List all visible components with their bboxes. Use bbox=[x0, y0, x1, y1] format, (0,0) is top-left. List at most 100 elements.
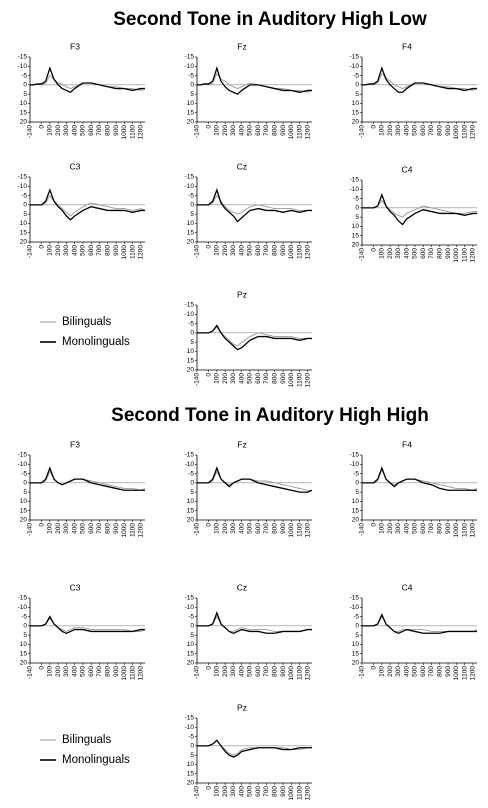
y-tick-label: 20 bbox=[187, 239, 195, 246]
y-tick-label: 5 bbox=[190, 632, 194, 639]
y-tick-label: -15 bbox=[18, 595, 28, 602]
x-tick-label: 0 bbox=[38, 245, 45, 249]
x-tick-label: 200 bbox=[387, 666, 394, 677]
chart-title: Fz bbox=[237, 41, 246, 51]
x-tick-label: 300 bbox=[395, 666, 402, 677]
x-tick-label: 1200 bbox=[305, 523, 312, 538]
y-tick-label: 10 bbox=[20, 100, 28, 107]
y-tick-label: -5 bbox=[21, 470, 27, 477]
y-tick-label: -5 bbox=[188, 470, 194, 477]
y-tick-label: 15 bbox=[352, 109, 360, 116]
y-tick-label: -5 bbox=[21, 72, 27, 79]
y-tick-label: -10 bbox=[18, 604, 28, 611]
x-tick-label: 900 bbox=[445, 523, 452, 534]
x-tick-label: 500 bbox=[412, 523, 419, 534]
x-tick-label: 600 bbox=[88, 523, 95, 534]
x-tick-label: 700 bbox=[263, 125, 270, 136]
y-tick-label: 15 bbox=[187, 650, 195, 657]
x-tick-label: 1100 bbox=[296, 666, 303, 680]
x-tick-label: -140 bbox=[27, 245, 34, 258]
x-tick-label: 600 bbox=[420, 523, 427, 534]
x-tick-label: 500 bbox=[80, 523, 87, 534]
y-tick-label: 0 bbox=[23, 82, 27, 89]
x-tick-label: 100 bbox=[47, 666, 54, 677]
x-tick-label: 800 bbox=[271, 125, 278, 136]
x-tick-label: 0 bbox=[205, 523, 212, 527]
x-tick-label: 500 bbox=[80, 125, 87, 136]
x-tick-label: 0 bbox=[370, 666, 377, 670]
y-tick-label: -15 bbox=[185, 174, 195, 181]
chart-title: Pz bbox=[237, 289, 247, 299]
chart-title: F4 bbox=[402, 439, 412, 449]
x-tick-label: 900 bbox=[445, 125, 452, 136]
y-tick-label: 10 bbox=[20, 220, 28, 227]
x-tick-label: 300 bbox=[395, 248, 402, 259]
chart-title: F4 bbox=[402, 41, 412, 51]
y-tick-label: 5 bbox=[355, 632, 359, 639]
y-tick-label: 15 bbox=[20, 109, 28, 116]
x-tick-label: -140 bbox=[359, 523, 366, 536]
y-tick-label: 20 bbox=[352, 119, 360, 126]
x-tick-label: 800 bbox=[271, 245, 278, 256]
x-tick-label: -140 bbox=[194, 786, 201, 799]
x-tick-label: 200 bbox=[387, 248, 394, 259]
x-tick-label: 1200 bbox=[305, 666, 312, 681]
chart-title: C4 bbox=[402, 164, 413, 174]
x-tick-label: 400 bbox=[403, 666, 410, 677]
x-tick-label: 800 bbox=[271, 373, 278, 384]
x-tick-label: 1000 bbox=[288, 666, 295, 681]
x-tick-label: 400 bbox=[403, 523, 410, 534]
y-tick-label: 5 bbox=[190, 339, 194, 346]
x-tick-label: 300 bbox=[395, 125, 402, 136]
y-tick-label: -5 bbox=[353, 470, 359, 477]
chart-title: Cz bbox=[237, 161, 247, 171]
x-tick-label: 800 bbox=[271, 523, 278, 534]
series-line bbox=[30, 615, 145, 634]
y-tick-label: -15 bbox=[185, 595, 195, 602]
x-tick-label: 300 bbox=[230, 786, 237, 797]
y-tick-label: 5 bbox=[355, 214, 359, 221]
x-tick-label: 200 bbox=[222, 786, 229, 797]
chart-title: C3 bbox=[70, 582, 81, 592]
x-tick-label: 400 bbox=[71, 666, 78, 677]
y-tick-label: -15 bbox=[350, 452, 360, 459]
y-tick-label: 5 bbox=[190, 91, 194, 98]
x-tick-label: 900 bbox=[113, 666, 120, 677]
y-tick-label: 0 bbox=[355, 480, 359, 487]
y-tick-label: 15 bbox=[352, 507, 360, 514]
chart-title: F3 bbox=[70, 439, 80, 449]
y-tick-label: -15 bbox=[185, 452, 195, 459]
legend-label: Bilinguals bbox=[62, 734, 111, 746]
x-tick-label: 500 bbox=[412, 125, 419, 136]
x-tick-label: 1200 bbox=[305, 125, 312, 140]
x-tick-label: 1000 bbox=[453, 125, 460, 140]
x-tick-label: 200 bbox=[55, 523, 62, 534]
x-tick-label: -140 bbox=[359, 666, 366, 679]
x-tick-label: 500 bbox=[247, 786, 254, 797]
y-tick-label: 5 bbox=[23, 211, 27, 218]
y-tick-label: 15 bbox=[20, 229, 28, 236]
chart-title: Pz bbox=[237, 702, 247, 712]
x-tick-label: 400 bbox=[238, 666, 245, 677]
x-tick-label: 0 bbox=[370, 125, 377, 129]
series-line bbox=[362, 613, 477, 634]
y-tick-label: -10 bbox=[350, 604, 360, 611]
y-tick-label: 20 bbox=[187, 780, 195, 787]
x-tick-label: 100 bbox=[379, 523, 386, 534]
y-tick-label: 20 bbox=[352, 660, 360, 667]
x-tick-label: 600 bbox=[88, 245, 95, 256]
y-tick-label: 0 bbox=[190, 202, 194, 209]
x-tick-label: 700 bbox=[263, 373, 270, 384]
x-tick-label: 400 bbox=[238, 523, 245, 534]
x-tick-label: -140 bbox=[27, 125, 34, 138]
x-tick-label: 600 bbox=[255, 786, 262, 797]
x-tick-label: 1000 bbox=[288, 373, 295, 388]
y-tick-label: 20 bbox=[352, 517, 360, 524]
x-tick-label: 0 bbox=[38, 125, 45, 129]
x-tick-label: 200 bbox=[222, 125, 229, 136]
x-tick-label: -140 bbox=[194, 523, 201, 536]
x-tick-label: 800 bbox=[436, 523, 443, 534]
chart-title: Fz bbox=[237, 439, 246, 449]
x-tick-label: 1200 bbox=[305, 786, 312, 801]
y-tick-label: 10 bbox=[187, 220, 195, 227]
